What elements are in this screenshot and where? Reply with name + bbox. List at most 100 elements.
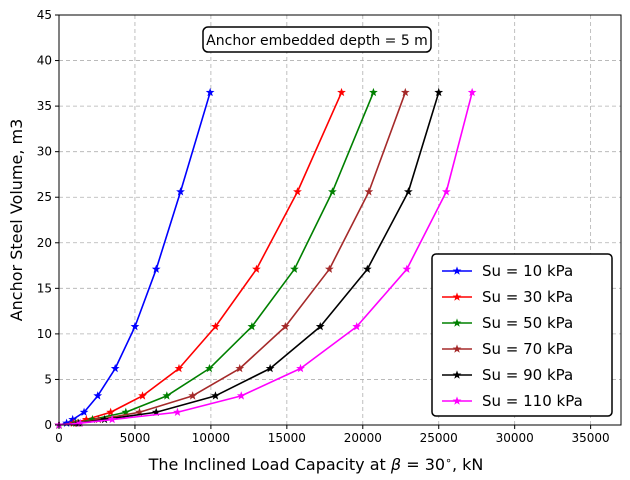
data-point (211, 391, 220, 400)
data-point (94, 414, 103, 424)
data-point (293, 187, 302, 196)
data-point (211, 322, 220, 331)
x-axis-title-angle: = 30 (401, 455, 445, 474)
data-point (280, 322, 290, 331)
data-point (68, 414, 78, 424)
data-point (467, 87, 477, 97)
data-point (236, 391, 246, 400)
y-tick-label: 30 (37, 145, 52, 159)
legend-label: Su = 50 kPa (482, 314, 573, 332)
legend-swatch-marker (452, 266, 462, 275)
legend-swatch-marker (452, 370, 462, 379)
x-tick-label: 10000 (192, 431, 230, 445)
y-tick-label: 5 (44, 372, 52, 386)
series-5 (54, 87, 444, 429)
series-layer (54, 87, 477, 429)
data-point (324, 264, 334, 273)
data-point (352, 322, 362, 331)
x-tick-label: 25000 (420, 431, 458, 445)
x-tick-label: 20000 (344, 431, 382, 445)
data-point (235, 363, 245, 373)
series-line (58, 92, 440, 426)
legend-item: Su = 70 kPa (442, 340, 573, 358)
plot-frame (58, 14, 622, 426)
data-point (138, 391, 147, 400)
data-point (110, 363, 120, 373)
x-tick-label: 15000 (268, 431, 306, 445)
annotation-frame (202, 26, 432, 53)
x-tick-label: 30000 (496, 431, 534, 445)
data-point (107, 414, 117, 424)
legend-item: Su = 10 kPa (442, 262, 573, 280)
data-point (252, 264, 261, 273)
x-axis-title: The Inclined Load Capacity at β = 30∘, k… (148, 454, 484, 474)
annotation-box: Anchor embedded depth = 5 m (202, 26, 432, 53)
data-point (151, 407, 161, 416)
data-point (135, 407, 144, 416)
data-point (205, 87, 215, 97)
data-point (400, 87, 410, 97)
y-tick-label: 20 (37, 236, 52, 250)
data-point (328, 187, 337, 196)
x-tick-label: 0 (55, 431, 63, 445)
y-tick-label: 40 (37, 54, 52, 68)
data-point (315, 322, 325, 331)
data-point (296, 363, 305, 373)
data-point (174, 363, 184, 373)
legend: Su = 10 kPa Su = 30 kPa Su = 50 kPa Su = 70… (431, 253, 613, 417)
series-line (58, 92, 375, 426)
annotation-text: Anchor embedded depth = 5 m (206, 33, 428, 49)
legend-swatch-marker (452, 344, 462, 353)
data-point (176, 187, 185, 196)
data-point (162, 391, 172, 400)
y-tick-label: 35 (37, 99, 52, 113)
data-point (88, 414, 97, 424)
data-point (173, 407, 182, 416)
legend-item: Su = 30 kPa (442, 288, 573, 306)
legend-label: Su = 90 kPa (482, 366, 573, 384)
data-point (402, 264, 412, 273)
legend-label: Su = 10 kPa (482, 262, 573, 280)
series-2 (54, 87, 346, 429)
data-point (188, 391, 198, 400)
legend-swatch-marker (452, 318, 462, 327)
legend-item: Su = 50 kPa (442, 314, 573, 332)
x-axis-title-unit: , kN (452, 455, 483, 474)
data-point (62, 418, 71, 427)
series-4 (54, 87, 410, 429)
data-point (265, 363, 275, 373)
x-axis-title-prefix: The Inclined Load Capacity at (148, 455, 391, 474)
data-point (369, 87, 378, 97)
series-1 (54, 87, 215, 429)
axis-ticks: 0 5000 10000 15000 20000 25000 30000 35000 0 5 10 1… (37, 8, 610, 445)
data-point (441, 187, 451, 196)
legend-item: Su = 110 kPa (442, 392, 583, 410)
data-point (364, 187, 374, 196)
data-point (93, 391, 103, 400)
data-point (403, 187, 413, 196)
data-point (79, 407, 89, 416)
data-point (337, 87, 346, 97)
x-axis-title-degree: ∘ (445, 454, 452, 467)
y-tick-label: 0 (44, 418, 52, 432)
legend-frame (431, 253, 613, 417)
series-6 (54, 87, 477, 429)
data-point (130, 322, 140, 331)
legend-label: Su = 30 kPa (482, 288, 573, 306)
grid-lines (59, 15, 621, 425)
x-axis-title-beta: β (390, 455, 401, 474)
data-point (205, 363, 214, 373)
data-point (75, 418, 85, 427)
legend-item: Su = 90 kPa (442, 366, 573, 384)
series-3 (54, 87, 378, 429)
data-point (290, 264, 299, 273)
legend-label: Su = 110 kPa (482, 392, 583, 410)
data-point (100, 414, 109, 424)
data-point (106, 407, 116, 416)
data-point (151, 264, 161, 273)
data-point (121, 407, 131, 416)
y-tick-label: 25 (37, 190, 52, 204)
y-tick-label: 45 (37, 8, 52, 22)
data-point (362, 264, 372, 273)
